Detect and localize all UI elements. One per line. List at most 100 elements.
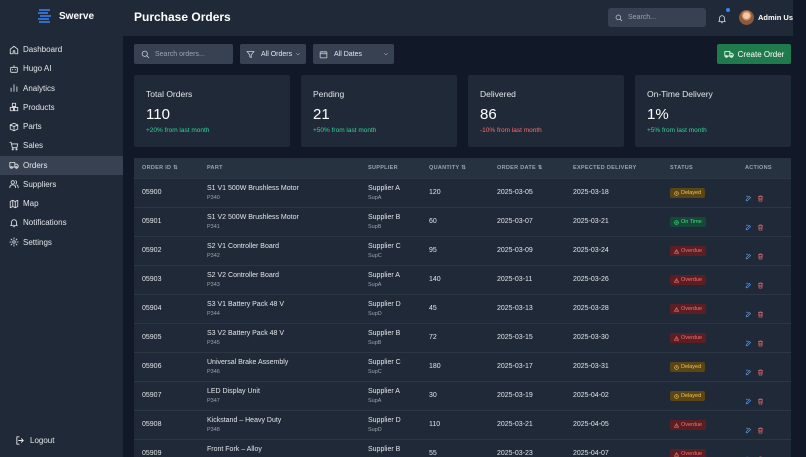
sidebar-item-products[interactable]: Products [0,98,123,117]
edit-button[interactable] [745,276,753,289]
supplier-name: Supplier D [368,417,401,424]
column-header-expected-delivery: EXPECTED DELIVERY [573,165,637,171]
status-badge: Overdue [670,246,707,256]
brand-name: Swerve [59,10,95,22]
stat-card-delivered: Delivered 86 -10% from last month [468,75,624,147]
order-search-input[interactable]: Search orders... [134,44,233,64]
scrollbar-track[interactable] [793,0,806,457]
status-label: Delayed [681,190,702,196]
trash-icon [757,311,764,318]
sidebar-item-orders[interactable]: Orders [0,155,123,175]
notifications-button[interactable] [717,8,730,24]
status-label: Delayed [681,393,702,399]
notification-dot [726,8,730,12]
edit-button[interactable] [745,189,753,202]
table-row[interactable]: 05906 Universal Brake Assembly P346 Supplie… [134,352,791,381]
global-search-input[interactable]: Search... [608,8,706,27]
chevron-down-icon [383,51,389,57]
delete-button[interactable] [757,276,765,289]
status-filter-select[interactable]: All Orders [240,44,306,64]
table-row[interactable]: 05902 S2 V1 Controller Board P342 Supplier … [134,236,791,265]
status-badge: Overdue [670,304,707,314]
table-row[interactable]: 05908 Kickstand – Heavy Duty P348 Supplier … [134,410,791,439]
date-filter-select[interactable]: All Dates [313,44,394,64]
delete-button[interactable] [757,247,765,260]
edit-button[interactable] [745,218,753,231]
trash-icon [757,369,764,376]
alert-triangle-icon [674,277,679,283]
table-row[interactable]: 05909 Front Fork – Alloy Supplier B 55 2025-… [134,439,791,457]
order-date: 2025-03-15 [497,334,533,341]
edit-button[interactable] [745,305,753,318]
table-row[interactable]: 05905 S3 V2 Battery Pack 48 V P345 Supplier… [134,323,791,352]
delete-button[interactable] [757,392,765,405]
column-header-actions: ACTIONS [745,165,772,171]
clock-icon [674,190,679,196]
sidebar-item-map[interactable]: Map [0,194,123,213]
expected-delivery: 2025-04-02 [573,392,609,399]
edit-button[interactable] [745,247,753,260]
trash-icon [757,340,764,347]
supplier-code: SupB [368,224,382,230]
part-name: LED Display Unit [207,388,260,395]
table-row[interactable]: 05900 S1 V1 500W Brushless Motor P340 Suppl… [134,178,791,207]
quantity: 110 [429,421,441,428]
create-order-button[interactable]: Create Order [717,44,791,64]
edit-button[interactable] [745,450,753,457]
alert-triangle-icon [674,248,679,254]
sidebar-item-dashboard[interactable]: Dashboard [0,40,123,59]
expected-delivery: 2025-03-28 [573,305,609,312]
sidebar-item-sales[interactable]: Sales [0,136,123,155]
edit-button[interactable] [745,392,753,405]
status-badge: Delayed [670,362,706,372]
delete-button[interactable] [757,305,765,318]
sidebar-item-hugo-ai[interactable]: Hugo AI [0,59,123,78]
table-row[interactable]: 05904 S3 V1 Battery Pack 48 V P344 Supplier… [134,294,791,323]
delete-button[interactable] [757,189,765,202]
delete-button[interactable] [757,363,765,376]
delete-button[interactable] [757,421,765,434]
sidebar-item-suppliers[interactable]: Suppliers [0,175,123,194]
cart-icon [8,140,19,151]
part-code: P345 [207,340,220,346]
boxes-icon [8,102,19,113]
order-id: 05903 [142,276,162,283]
edit-button[interactable] [745,421,753,434]
edit-icon [745,340,751,347]
search-icon [141,50,150,58]
stat-change: +50% from last month [313,127,377,134]
part-name: S2 V2 Controller Board [207,272,279,279]
user-name[interactable]: Admin User [758,13,801,22]
date-filter-value: All Dates [334,50,363,58]
supplier-name: Supplier A [368,388,400,395]
delete-button[interactable] [757,334,765,347]
expected-delivery: 2025-03-24 [573,247,609,254]
status-label: Overdue [681,422,703,428]
delete-button[interactable] [757,450,765,457]
truck-icon [724,51,734,58]
sidebar-item-settings[interactable]: Settings [0,233,123,252]
home-icon [8,44,19,55]
delete-button[interactable] [757,218,765,231]
status-badge: Delayed [670,188,706,198]
column-header-order-date[interactable]: ORDER DATE ⇅ [497,165,543,171]
sidebar-item-notifications[interactable]: Notifications [0,213,123,232]
column-header-quantity[interactable]: QUANTITY ⇅ [429,165,467,171]
table-row[interactable]: 05901 S1 V2 500W Brushless Motor P341 Suppl… [134,207,791,236]
filter-icon [246,50,255,58]
table-row[interactable]: 05907 LED Display Unit P347 Supplier A SupA 3… [134,381,791,410]
sidebar-item-analytics[interactable]: Analytics [0,79,123,98]
logout-button[interactable]: Logout [15,433,54,447]
part-code: P347 [207,398,220,404]
avatar[interactable] [739,10,754,25]
sidebar-item-parts[interactable]: Parts [0,117,123,136]
quantity: 140 [429,276,441,283]
edit-button[interactable] [745,363,753,376]
supplier-code: SupC [368,253,382,259]
table-row[interactable]: 05903 S2 V2 Controller Board P343 Supplier … [134,265,791,294]
edit-button[interactable] [745,334,753,347]
order-date: 2025-03-13 [497,305,533,312]
trash-icon [757,427,764,434]
column-header-order-id[interactable]: ORDER ID ⇅ [142,165,179,171]
brand[interactable]: Swerve [36,7,94,25]
